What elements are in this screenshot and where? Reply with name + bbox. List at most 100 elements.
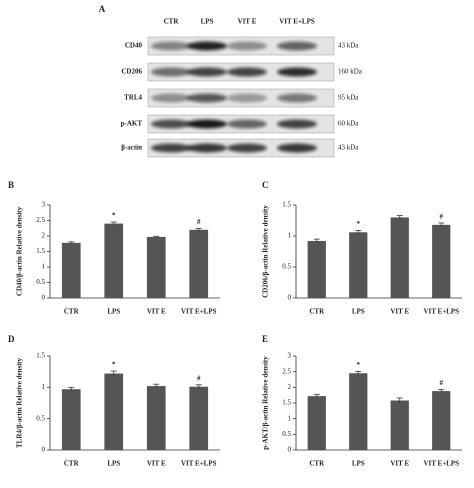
x-tick-label: VIT E+LPS (181, 460, 217, 468)
significance-marker: # (197, 374, 201, 382)
x-tick-label: LPS (352, 460, 365, 468)
significance-marker: * (357, 361, 361, 369)
row-size: 43 kDa (338, 144, 359, 152)
blot-band (187, 67, 227, 77)
row-label: p-AKT (121, 120, 143, 128)
x-tick-label: VIT E+LPS (423, 460, 459, 468)
x-tick-label: CTR (309, 460, 325, 468)
significance-marker: * (357, 220, 361, 228)
y-axis-label: TLR4/β-actin Relative density (16, 357, 24, 448)
blot-band (277, 119, 317, 129)
lane-label: CTR (164, 18, 180, 26)
blot-band (187, 119, 227, 129)
x-tick-label: CTR (64, 460, 80, 468)
bar (307, 396, 326, 450)
bar (307, 240, 326, 298)
lane-label: VIT E (238, 18, 257, 26)
bar (104, 373, 124, 450)
y-tick-label: 2 (42, 232, 46, 240)
row-label: CD206 (121, 68, 142, 76)
row-size: 160 kDa (338, 68, 363, 76)
x-tick-label: CTR (64, 308, 80, 316)
y-tick-label: 1 (42, 383, 46, 391)
row-label: CD40 (125, 42, 143, 50)
y-tick-label: 2.5 (36, 216, 45, 224)
blot-band (151, 67, 191, 77)
significance-marker: * (112, 212, 116, 220)
lane-label: VIT E+LPS (279, 18, 315, 26)
panel-label: D (8, 334, 15, 344)
blot-band (187, 143, 227, 153)
row-size: 60 kDa (338, 120, 359, 128)
y-tick-label: 2 (288, 383, 292, 391)
bar (146, 236, 166, 298)
y-tick-label: 2.5 (282, 367, 291, 375)
blot-band (187, 41, 227, 51)
y-tick-label: 0 (42, 446, 46, 454)
bar (390, 400, 409, 450)
y-tick-label: 1 (288, 232, 292, 240)
blot-band (187, 93, 227, 103)
x-tick-label: VIT E+LPS (181, 308, 217, 316)
blot-band (277, 93, 317, 103)
x-tick-label: VIT E (147, 308, 166, 316)
x-tick-label: VIT E (390, 308, 409, 316)
panel-label: C (262, 180, 269, 190)
bar (349, 232, 368, 298)
blot-band (227, 143, 267, 153)
row-size: 95 kDa (338, 94, 359, 102)
y-tick-label: 0.5 (36, 414, 45, 422)
row-label: TRL4 (124, 94, 142, 102)
blot-band (277, 67, 317, 77)
y-tick-label: 1 (42, 263, 46, 271)
y-tick-label: 3 (42, 201, 46, 209)
y-tick-label: 1.5 (36, 247, 45, 255)
y-tick-label: 1.5 (282, 399, 291, 407)
significance-marker: # (440, 379, 444, 387)
blot-band (227, 41, 267, 51)
blot-band (151, 41, 191, 51)
bar (189, 229, 209, 298)
bar (104, 223, 124, 298)
bar (390, 217, 409, 298)
blot-band (277, 41, 317, 51)
y-axis-label: p-AKT/β-actin Relative density (262, 356, 270, 450)
blot-band (151, 143, 191, 153)
y-tick-label: 3 (288, 352, 292, 360)
x-tick-label: LPS (352, 308, 365, 316)
bar (61, 242, 81, 298)
bar (189, 386, 209, 450)
panel-label: B (8, 180, 14, 190)
y-tick-label: 0 (288, 294, 292, 302)
y-axis-label: CD206/β-actin Relative density (262, 205, 270, 298)
panel-label: E (262, 334, 268, 344)
blot-band (227, 119, 267, 129)
significance-marker: # (440, 213, 444, 221)
x-tick-label: LPS (107, 308, 120, 316)
lane-label: LPS (201, 18, 214, 26)
significance-marker: * (112, 361, 116, 369)
y-tick-label: 1.5 (36, 352, 45, 360)
y-tick-label: 0 (42, 294, 46, 302)
x-tick-label: VIT E (390, 460, 409, 468)
blot-band (151, 93, 191, 103)
y-tick-label: 1.5 (282, 201, 291, 209)
bar (349, 373, 368, 450)
panel-label: A (99, 4, 106, 14)
y-axis-label: CD40/β-actin Relative density (16, 206, 24, 296)
y-tick-label: 0.5 (282, 263, 291, 271)
y-tick-label: 0.5 (36, 278, 45, 286)
x-tick-label: VIT E (147, 460, 166, 468)
bar (61, 389, 81, 450)
row-label: β-actin (121, 144, 142, 152)
row-size: 43 kDa (338, 42, 359, 50)
x-tick-label: LPS (107, 460, 120, 468)
blot-band (227, 67, 267, 77)
significance-marker: # (197, 218, 201, 226)
x-tick-label: VIT E+LPS (423, 308, 459, 316)
blot-band (277, 143, 317, 153)
y-tick-label: 0.5 (282, 430, 291, 438)
y-tick-label: 0 (288, 446, 292, 454)
blot-band (151, 119, 191, 129)
